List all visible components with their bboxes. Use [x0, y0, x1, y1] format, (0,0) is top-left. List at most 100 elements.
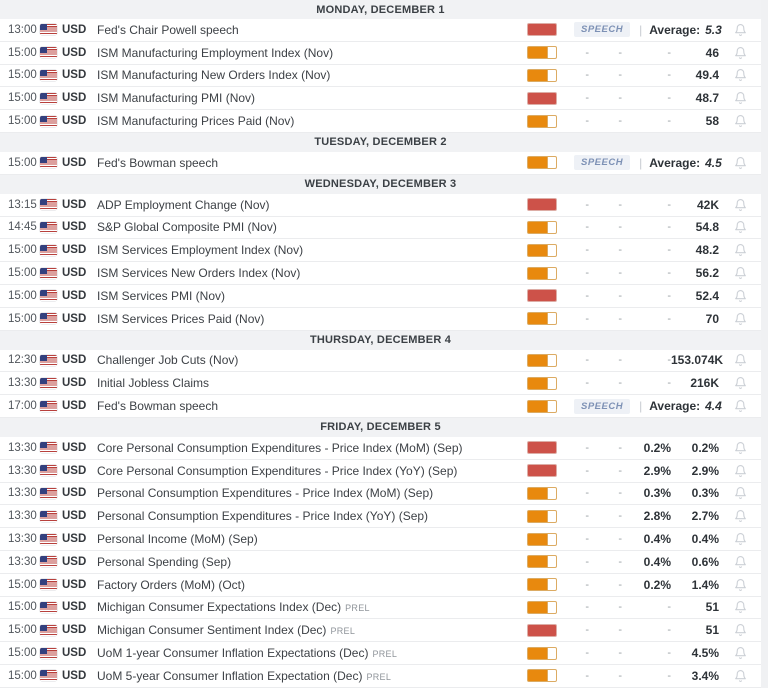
event-row[interactable]: 13:30 USD Personal Consumption Expenditure… — [0, 505, 761, 529]
event-row[interactable]: 17:00 USD Fed's Bowman speech SPEECH | Averag… — [0, 395, 761, 418]
bell-icon[interactable] — [719, 441, 747, 455]
medium-volatility-indicator — [527, 669, 557, 683]
event-name[interactable]: Personal Consumption Expenditures - Pric… — [97, 486, 434, 501]
event-row[interactable]: 13:30 USD Personal Spending (Sep) - - 0.4% 0.6… — [0, 550, 761, 574]
consensus-value: 2.9% — [643, 463, 671, 478]
event-row[interactable]: 15:00 USD Michigan Consumer Expectations I… — [0, 596, 761, 620]
event-name[interactable]: ADP Employment Change (Nov) — [97, 197, 270, 212]
bell-icon[interactable] — [719, 669, 747, 683]
bell-icon[interactable] — [719, 23, 747, 37]
bell-icon[interactable] — [719, 486, 747, 500]
event-name[interactable]: Core Personal Consumption Expenditures -… — [97, 463, 458, 478]
event-name[interactable]: Michigan Consumer Expectations Index (De… — [97, 600, 370, 615]
bell-icon[interactable] — [719, 46, 747, 60]
bell-icon[interactable] — [719, 198, 747, 212]
day-header: THURSDAY, DECEMBER 4 — [0, 330, 761, 350]
event-name[interactable]: ISM Manufacturing PMI (Nov) — [97, 91, 256, 106]
bell-icon[interactable] — [719, 509, 747, 523]
event-name[interactable]: ISM Services New Orders Index (Nov) — [97, 266, 301, 281]
event-row[interactable]: 15:00 USD Factory Orders (MoM) (Oct) - - 0.2%… — [0, 573, 761, 597]
day-header: MONDAY, DECEMBER 1 — [0, 0, 761, 19]
bell-icon[interactable] — [719, 114, 747, 128]
event-name[interactable]: Fed's Bowman speech — [97, 399, 219, 414]
high-volatility-indicator — [527, 623, 557, 637]
event-row[interactable]: 13:30 USD Core Personal Consumption Expend… — [0, 459, 761, 483]
event-name[interactable]: S&P Global Composite PMI (Nov) — [97, 220, 277, 235]
event-row[interactable]: 13:30 USD Personal Income (MoM) (Sep) - - 0.4… — [0, 528, 761, 551]
previous-value: 56.2 — [695, 266, 719, 281]
previous-value: 52.4 — [695, 288, 719, 303]
event-currency: USD — [62, 156, 87, 169]
event-row[interactable]: 13:30 USD Initial Jobless Claims - - - 216K — [0, 372, 761, 396]
bell-icon[interactable] — [719, 220, 747, 234]
event-name[interactable]: Fed's Chair Powell speech — [97, 22, 239, 37]
event-row[interactable]: 15:00 USD ISM Services Employment Index (N… — [0, 239, 761, 263]
event-name[interactable]: Personal Spending (Sep) — [97, 554, 232, 569]
bell-icon[interactable] — [719, 266, 747, 280]
deviation-value: - — [618, 533, 622, 546]
event-row[interactable]: 15:00 USD UoM 5-year Consumer Inflation Ex… — [0, 664, 761, 688]
event-name[interactable]: UoM 5-year Consumer Inflation Expectatio… — [97, 668, 392, 683]
event-name[interactable]: ISM Manufacturing Prices Paid (Nov) — [97, 114, 295, 129]
event-time: 17:00 — [8, 400, 37, 413]
bell-icon[interactable] — [719, 646, 747, 660]
event-time: 15:00 — [8, 267, 37, 280]
event-row[interactable]: 13:30 USD Personal Consumption Expenditure… — [0, 482, 761, 506]
previous-value: 0.3% — [691, 486, 719, 501]
actual-value: - — [585, 464, 589, 477]
bell-icon[interactable] — [719, 289, 747, 303]
event-name[interactable]: Personal Consumption Expenditures - Pric… — [97, 509, 429, 524]
event-row[interactable]: 15:00 USD ISM Manufacturing PMI (Nov) - - - 48… — [0, 87, 761, 111]
bell-icon[interactable] — [719, 600, 747, 614]
event-row[interactable]: 14:45 USD S&P Global Composite PMI (Nov) - -… — [0, 216, 761, 240]
event-row[interactable]: 15:00 USD ISM Manufacturing New Orders Ind… — [0, 64, 761, 88]
bell-icon[interactable] — [719, 353, 747, 367]
event-row[interactable]: 15:00 USD UoM 1-year Consumer Inflation Ex… — [0, 642, 761, 665]
event-row[interactable]: 15:00 USD Fed's Bowman speech SPEECH | Averag… — [0, 151, 761, 175]
bell-icon[interactable] — [719, 399, 747, 413]
event-name[interactable]: Core Personal Consumption Expenditures -… — [97, 440, 463, 455]
scrollbar-track[interactable] — [761, 0, 768, 688]
bell-icon[interactable] — [719, 578, 747, 592]
event-name[interactable]: Initial Jobless Claims — [97, 376, 210, 391]
event-row[interactable]: 15:00 USD ISM Services New Orders Index (N… — [0, 262, 761, 285]
event-name[interactable]: ISM Manufacturing Employment Index (Nov) — [97, 45, 334, 60]
event-name[interactable]: Factory Orders (MoM) (Oct) — [97, 577, 246, 592]
event-currency: USD — [62, 441, 87, 454]
event-time: 15:00 — [8, 669, 37, 682]
event-row[interactable]: 13:00 USD Fed's Chair Powell speech SPEECH |… — [0, 19, 761, 42]
us-flag-icon — [40, 601, 57, 613]
bell-icon[interactable] — [719, 312, 747, 326]
event-row[interactable]: 13:15 USD ADP Employment Change (Nov) - - - 42… — [0, 193, 761, 217]
event-name[interactable]: Michigan Consumer Sentiment Index (Dec) P… — [97, 623, 356, 638]
bell-icon[interactable] — [719, 555, 747, 569]
event-row[interactable]: 15:00 USD ISM Manufacturing Prices Paid (N… — [0, 110, 761, 133]
event-name[interactable]: Challenger Job Cuts (Nov) — [97, 353, 239, 368]
event-name[interactable]: ISM Services PMI (Nov) — [97, 288, 226, 303]
speech-badge: SPEECH — [574, 398, 631, 414]
event-name[interactable]: ISM Manufacturing New Orders Index (Nov) — [97, 68, 331, 83]
event-row[interactable]: 12:30 USD Challenger Job Cuts (Nov) - - -153.… — [0, 349, 761, 373]
consensus-value: - — [667, 92, 671, 105]
previous-value: 153.074K — [671, 353, 724, 368]
event-row[interactable]: 15:00 USD ISM Services PMI (Nov) - - - 52.4 — [0, 284, 761, 308]
event-row[interactable]: 13:30 USD Core Personal Consumption Expend… — [0, 436, 761, 460]
event-name[interactable]: ISM Services Prices Paid (Nov) — [97, 311, 265, 326]
speech-info: SPEECH | Average: 4.4 — [557, 398, 722, 414]
event-name[interactable]: UoM 1-year Consumer Inflation Expectatio… — [97, 646, 398, 661]
bell-icon[interactable] — [719, 464, 747, 478]
event-row[interactable]: 15:00 USD ISM Services Prices Paid (Nov) - -… — [0, 307, 761, 331]
bell-icon[interactable] — [719, 68, 747, 82]
event-name[interactable]: ISM Services Employment Index (Nov) — [97, 243, 304, 258]
bell-icon[interactable] — [719, 532, 747, 546]
event-name[interactable]: Personal Income (MoM) (Sep) — [97, 532, 258, 547]
event-name[interactable]: Fed's Bowman speech — [97, 155, 219, 170]
event-row[interactable]: 15:00 USD ISM Manufacturing Employment Ind… — [0, 41, 761, 65]
bell-icon[interactable] — [719, 623, 747, 637]
event-row[interactable]: 15:00 USD Michigan Consumer Sentiment Inde… — [0, 619, 761, 643]
bell-icon[interactable] — [719, 243, 747, 257]
bell-icon[interactable] — [719, 376, 747, 390]
bell-icon[interactable] — [719, 91, 747, 105]
bell-icon[interactable] — [719, 156, 747, 170]
